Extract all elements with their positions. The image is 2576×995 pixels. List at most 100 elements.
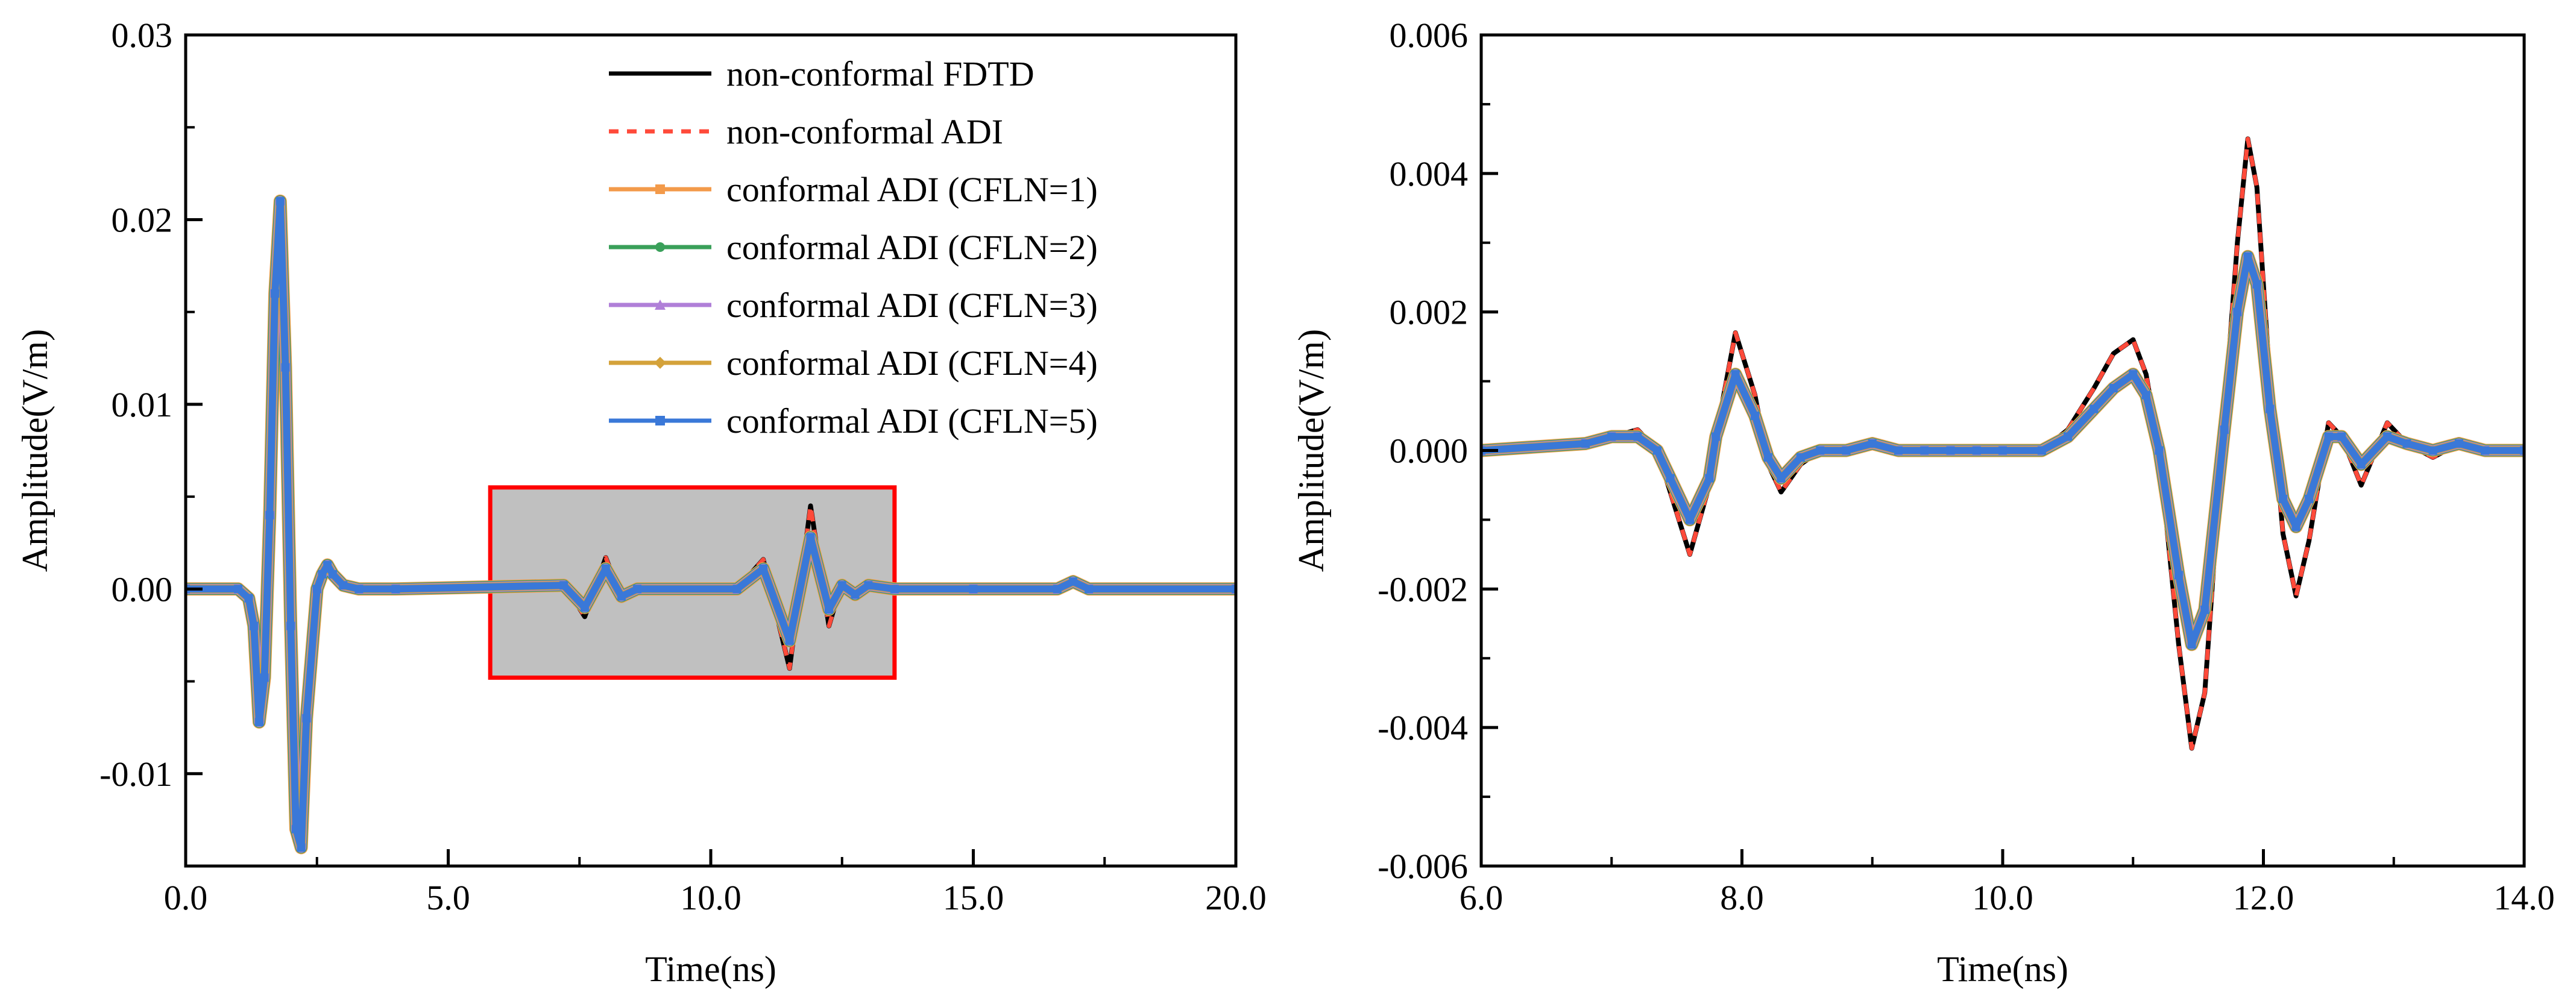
series-point-conformal-adi [2266, 404, 2275, 413]
series-point-conformal-adi [318, 570, 327, 579]
legend-label: conformal ADI (CFLN=2) [726, 228, 1098, 267]
y-tick-label: -0.002 [1378, 570, 1468, 609]
series-point-conformal-adi [824, 605, 833, 614]
series-point-conformal-adi [286, 621, 295, 630]
curves [1481, 136, 2524, 751]
series-point-conformal-adi [312, 585, 321, 594]
series-point-conformal-adi [2187, 640, 2196, 649]
legend-swatch-marker [655, 242, 665, 252]
series-point-conformal-adi [2382, 432, 2392, 441]
series-line-conformal-adi-cfln-5 [186, 197, 1236, 852]
series-point-conformal-adi [323, 560, 332, 570]
series-point-conformal-adi [1607, 432, 1616, 441]
series-point-conformal-adi [806, 533, 815, 542]
series-point-conformal-adi [580, 603, 589, 612]
series-point-conformal-adi [601, 564, 610, 573]
right-chart-panel: 6.0 8.0 10.0 12.0 14.0 -0.006 -0.004 -0.002 0.00… [1291, 16, 2555, 989]
x-tick-label: 15.0 [943, 878, 1004, 917]
series-point-conformal-adi [2520, 446, 2524, 455]
series-point-conformal-adi [633, 585, 642, 594]
x-tick-label: 10.0 [680, 878, 742, 917]
x-tick-label: 6.0 [1460, 878, 1504, 917]
x-tick-label: 14.0 [2493, 878, 2555, 917]
series-point-conformal-adi [732, 585, 742, 594]
series-point-conformal-adi [559, 581, 568, 590]
series-point-conformal-adi [354, 585, 364, 594]
series-point-conformal-adi [785, 636, 794, 645]
plot-frame [184, 33, 1238, 868]
series-point-conformal-adi [759, 564, 768, 573]
series-point-conformal-adi [617, 592, 626, 601]
series-point-conformal-adi [1652, 446, 1661, 455]
series-point-conformal-adi [837, 581, 846, 590]
x-tick-label: 12.0 [2233, 878, 2294, 917]
legend-label: non-conformal ADI [726, 112, 1003, 151]
y-tick-label: 0.004 [1390, 154, 1469, 193]
series-point-conformal-adi [281, 363, 290, 372]
series-point-conformal-adi [1581, 439, 1590, 448]
series-point-conformal-adi [297, 843, 306, 852]
series-point-conformal-adi [1232, 585, 1236, 594]
series-point-conformal-adi [244, 594, 253, 603]
series-point-conformal-adi [234, 585, 243, 594]
series-point-conformal-adi [276, 196, 285, 206]
series-point-conformal-adi [271, 289, 280, 298]
series-point-conformal-adi [1053, 585, 1062, 594]
series-point-conformal-adi [2109, 384, 2118, 393]
legend-swatch-marker [655, 184, 665, 194]
x-tick-label: 20.0 [1205, 878, 1267, 917]
left-chart-panel: 0.0 5.0 10.0 15.0 20.0 -0.01 0.00 0.01 0.02 0.03 T… [15, 16, 1267, 989]
x-tick-label: 10.0 [1972, 878, 2033, 917]
series-point-conformal-adi [2324, 432, 2333, 441]
legend-item: conformal ADI (CFLN=2) [609, 228, 1098, 267]
legend-swatch-marker [655, 416, 665, 425]
series-point-conformal-adi [1633, 432, 1642, 441]
series-point-conformal-adi [265, 510, 274, 519]
x-tick-label: 5.0 [426, 878, 470, 917]
series-point-conformal-adi [1946, 446, 1955, 455]
series-point-conformal-adi [1068, 577, 1077, 586]
series-point-conformal-adi [2037, 446, 2046, 455]
series-point-conformal-adi [1816, 446, 1825, 455]
series-point-conformal-adi [254, 717, 263, 726]
series-point-conformal-adi [291, 824, 300, 833]
series-point-conformal-adi [1920, 446, 1929, 455]
series-point-conformal-adi [1712, 432, 1721, 441]
series-point-conformal-adi [2233, 307, 2242, 316]
legend-label: conformal ADI (CFLN=4) [726, 344, 1098, 383]
legend-item: non-conformal ADI [609, 112, 1003, 151]
series-point-conformal-adi [1666, 474, 1675, 483]
legend-label: conformal ADI (CFLN=1) [726, 170, 1098, 209]
legend-label: conformal ADI (CFLN=3) [726, 286, 1098, 325]
series-point-conformal-adi [2174, 571, 2183, 580]
series-point-conformal-adi [1731, 370, 1740, 379]
series-point-conformal-adi [890, 585, 899, 594]
series-point-conformal-adi [1763, 453, 1772, 462]
series-point-conformal-adi [1705, 474, 1714, 483]
y-tick-label: 0.00 [112, 570, 173, 609]
legend-item: conformal ADI (CFLN=1) [609, 170, 1098, 209]
series-point-conformal-adi [302, 714, 311, 723]
legend-item: conformal ADI (CFLN=5) [609, 401, 1098, 441]
y-tick-label: -0.006 [1378, 847, 1468, 886]
series-point-conformal-adi [1686, 515, 1694, 524]
series-point-conformal-adi [339, 581, 348, 590]
series-point-conformal-adi [328, 570, 337, 579]
legend-label: conformal ADI (CFLN=5) [726, 401, 1098, 441]
y-tick-label: -0.01 [99, 755, 172, 794]
series-point-conformal-adi [2278, 494, 2287, 503]
legend-swatch-marker [655, 300, 666, 310]
series-point-conformal-adi [2243, 252, 2252, 261]
series-point-conformal-adi [2481, 446, 2490, 455]
series-point-conformal-adi [864, 581, 873, 590]
y-axis-title: Amplitude(V/m) [15, 329, 55, 572]
series-point-conformal-adi [2252, 280, 2261, 289]
series-point-conformal-adi [2064, 432, 2073, 441]
x-tick-label: 8.0 [1720, 878, 1764, 917]
series-point-conformal-adi [2428, 446, 2437, 455]
y-axis-title: Amplitude(V/m) [1291, 329, 1331, 572]
series-point-conformal-adi [2155, 446, 2164, 455]
y-tick-label: 0.006 [1390, 16, 1469, 55]
curves [186, 194, 1236, 855]
